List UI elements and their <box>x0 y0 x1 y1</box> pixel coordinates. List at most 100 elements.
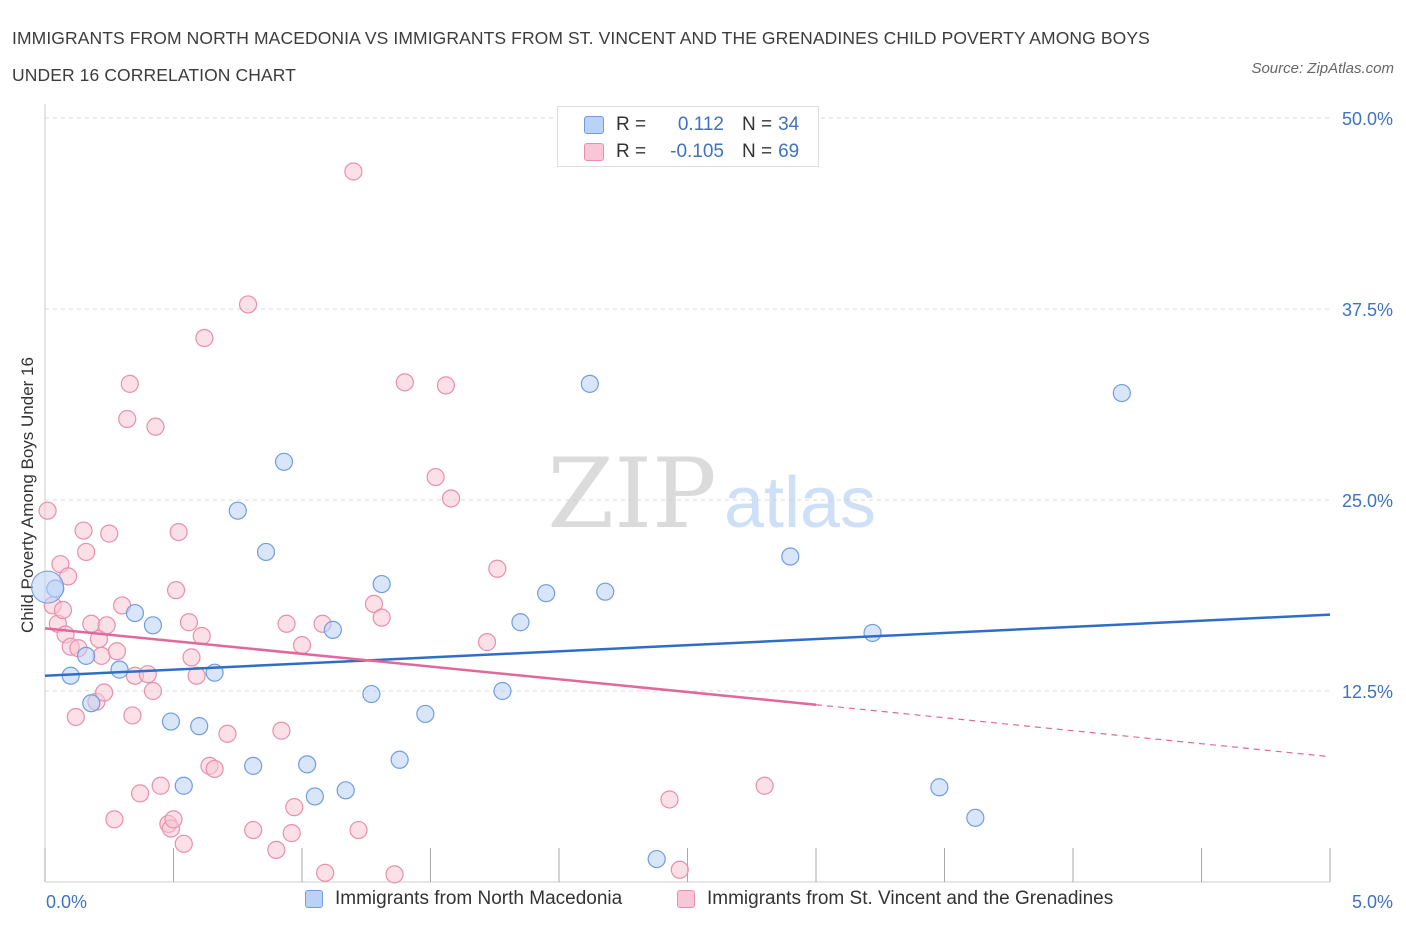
pink-data-point <box>344 162 363 181</box>
tick-labels: 12.5% 25.0% 37.5% 50.0% 0.0% 5.0% <box>46 109 1393 912</box>
blue-data-point <box>372 574 391 594</box>
legend-swatch-pink <box>677 890 695 908</box>
pink-data-point <box>118 409 137 429</box>
blue-data-point <box>966 808 985 827</box>
pink-data-point <box>372 608 391 627</box>
blue-data-point <box>174 776 193 795</box>
stats-legend: R = 0.112 N = 34 R = -0.105 N = 69 <box>557 106 819 167</box>
blue-trend-line <box>44 613 1331 677</box>
blue-data-point <box>323 620 342 639</box>
pink-data-point <box>277 614 296 633</box>
pink-data-point <box>143 681 163 701</box>
axes <box>44 104 1331 883</box>
pink-data-point <box>755 776 774 795</box>
blue-data-point <box>298 755 317 774</box>
pink-trend-line-dashed <box>815 704 1331 758</box>
pink-swatch <box>584 143 604 161</box>
pink-data-point <box>38 501 57 520</box>
pink-data-point <box>146 417 165 436</box>
r-label: R = <box>616 141 647 162</box>
trend-lines <box>44 613 1331 758</box>
pink-data-point <box>272 721 291 740</box>
pink-trend-line <box>44 627 817 706</box>
pink-data-point <box>192 626 211 646</box>
pink-data-point <box>477 633 497 652</box>
pink-data-point <box>66 707 85 727</box>
source-label: Source: ZipAtlas.com <box>1251 60 1394 77</box>
blue-data-point-large <box>31 570 65 604</box>
pink-data-point <box>426 467 445 487</box>
pink-data-point <box>74 521 93 540</box>
pink-data-point <box>95 683 114 702</box>
blue-data-point <box>256 542 276 562</box>
blue-data-point <box>863 623 882 643</box>
blue-data-point <box>305 787 324 806</box>
y-tick-label: 12.5% <box>1342 682 1393 702</box>
blue-data-point <box>647 849 666 869</box>
legend-swatch-blue <box>305 890 323 908</box>
pink-data-point <box>670 860 689 879</box>
pink-data-point <box>238 295 258 314</box>
pink-data-point <box>182 648 201 667</box>
blue-series-points <box>31 374 1131 869</box>
blue-swatch <box>584 116 604 134</box>
pink-data-point <box>195 328 214 348</box>
pink-data-point <box>316 863 335 882</box>
pink-data-point <box>97 616 116 635</box>
legend-label-north-macedonia: Immigrants from North Macedonia <box>335 888 623 909</box>
y-tick-label: 25.0% <box>1342 491 1393 511</box>
pink-data-point <box>130 784 150 803</box>
pink-data-point <box>120 374 139 393</box>
pink-data-point <box>660 790 679 809</box>
pink-data-point <box>395 373 414 392</box>
pink-data-point <box>441 489 461 508</box>
blue-data-point <box>274 452 294 471</box>
blue-data-point <box>596 582 615 601</box>
blue-data-point <box>77 646 96 665</box>
blue-data-point <box>336 781 355 800</box>
pink-data-point <box>205 759 224 779</box>
watermark-atlas: atlas <box>724 463 876 543</box>
blue-data-point <box>190 717 209 736</box>
r-value-pink: -0.105 <box>670 141 724 162</box>
x-tick-label: 0.0% <box>46 892 87 912</box>
n-label: N = <box>742 114 773 135</box>
pink-data-point <box>174 834 193 853</box>
blue-data-point <box>390 750 409 769</box>
series-legend: Immigrants from North Macedonia Immigran… <box>0 888 1406 916</box>
pink-data-point <box>292 636 312 655</box>
blue-data-point <box>416 704 435 724</box>
pink-data-point <box>169 522 188 542</box>
pink-data-point <box>364 594 384 614</box>
n-label: N = <box>742 141 773 162</box>
legend-item-north-macedonia: Immigrants from North Macedonia <box>305 888 622 910</box>
pink-data-point <box>436 376 456 395</box>
pink-data-point <box>179 613 199 632</box>
pink-data-point <box>92 646 111 665</box>
n-value-pink: 69 <box>778 141 800 162</box>
pink-data-point <box>285 798 304 817</box>
pink-data-point <box>151 776 170 795</box>
pink-data-point <box>385 865 404 884</box>
pink-data-point <box>77 542 96 562</box>
pink-data-point <box>53 600 73 620</box>
stats-row-pink: R = -0.105 N = 69 <box>584 139 799 165</box>
blue-data-point <box>493 681 512 701</box>
pink-series-points <box>38 162 774 884</box>
pink-data-point <box>138 665 157 684</box>
pink-data-point <box>166 581 186 600</box>
y-tick-label: 37.5% <box>1342 300 1393 320</box>
x-tick-label: 5.0% <box>1352 892 1393 912</box>
blue-data-point <box>511 613 530 632</box>
pink-data-point <box>244 820 263 840</box>
blue-data-point <box>362 684 381 704</box>
n-value-blue: 34 <box>778 114 800 135</box>
legend-item-st-vincent: Immigrants from St. Vincent and the Gren… <box>677 888 1113 910</box>
blue-data-point <box>244 756 263 775</box>
chart-title: IMMIGRANTS FROM NORTH MACEDONIA VS IMMIG… <box>12 28 1150 85</box>
blue-data-point <box>580 374 599 393</box>
blue-data-point <box>161 712 181 731</box>
stats-row-blue: R = 0.112 N = 34 <box>584 112 799 138</box>
pink-data-point <box>282 824 301 843</box>
pink-data-point <box>488 559 507 578</box>
